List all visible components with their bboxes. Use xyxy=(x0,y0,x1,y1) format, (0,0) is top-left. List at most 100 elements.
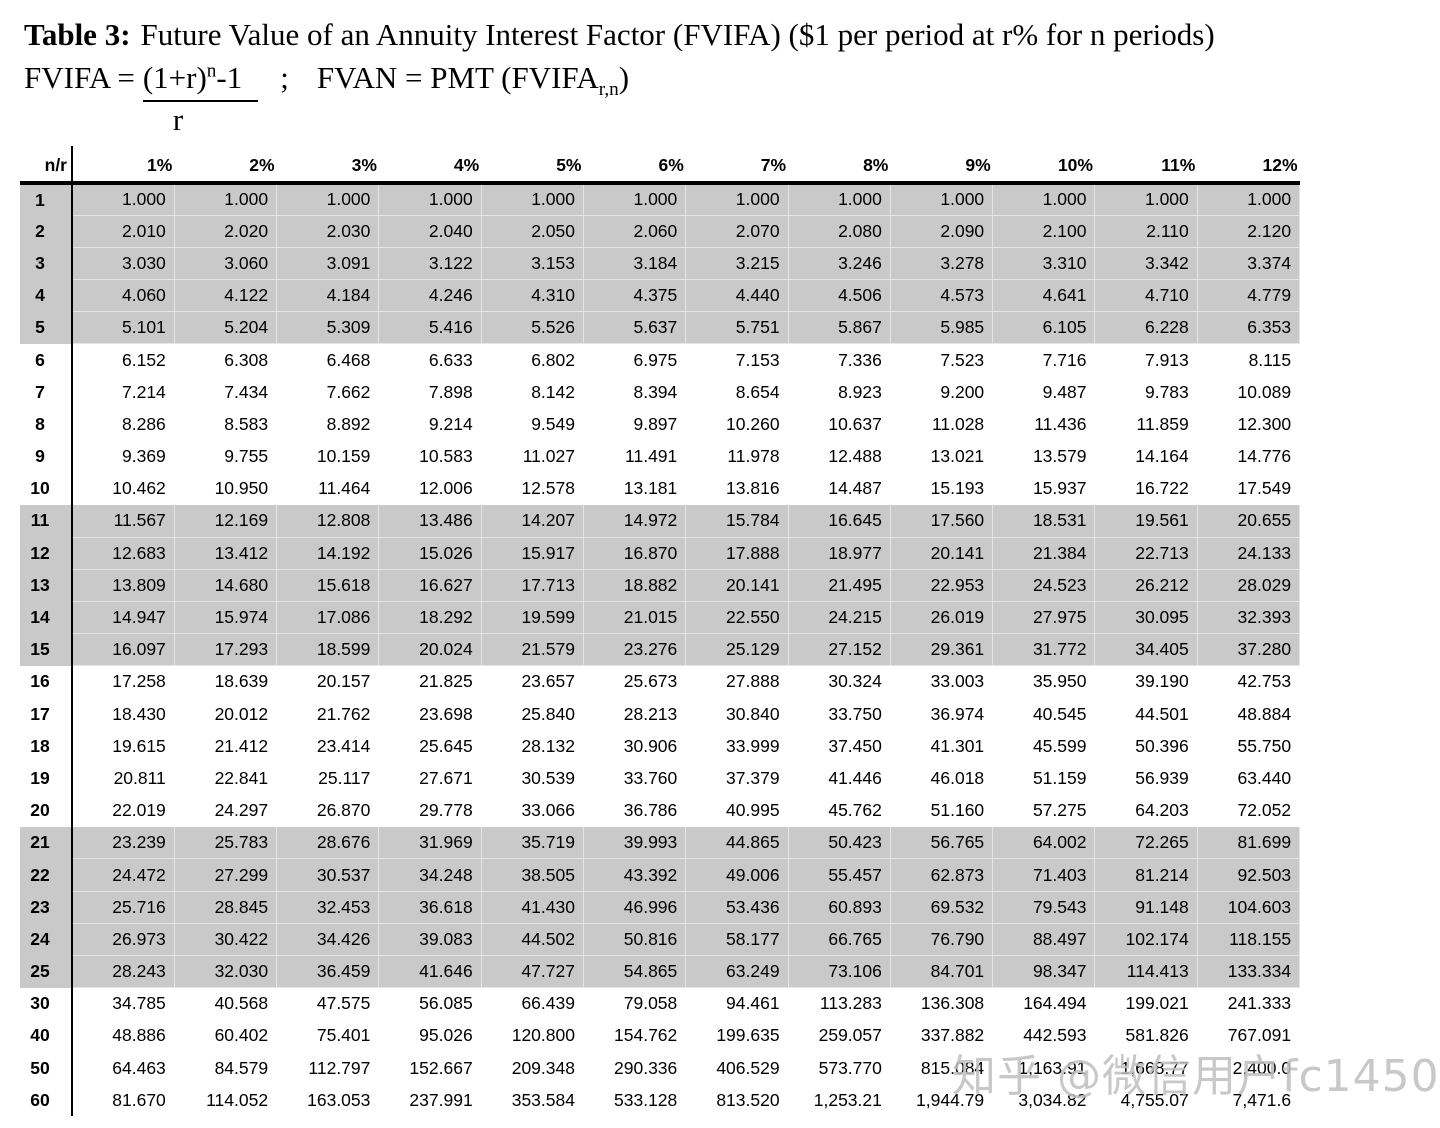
table-cell: 406.529 xyxy=(685,1051,789,1085)
row-header: 8 xyxy=(20,408,73,441)
column-header: 1% xyxy=(72,146,175,185)
formula: FVIFA = (1+r)n-1 r ; FVAN = PMT (FVIFAr,… xyxy=(24,59,1215,137)
table-row: 5 5.101 5.204 5.309 5.416 5.526 5.637 5.751 5.86… xyxy=(20,311,1301,344)
table-cell: 1,944.79 xyxy=(890,1083,994,1117)
table-cell: 32.030 xyxy=(174,954,278,988)
table-cell: 15.193 xyxy=(890,472,994,505)
table-cell: 20.024 xyxy=(378,633,482,666)
table-cell: 4.310 xyxy=(481,279,584,312)
table-cell: 2.100 xyxy=(992,214,1096,248)
table-cell: 8.286 xyxy=(72,407,175,441)
table-cell: 6.468 xyxy=(276,343,380,377)
table-cell: 31.969 xyxy=(378,826,482,859)
table-cell: 10.950 xyxy=(174,472,278,505)
table-cell: 16.870 xyxy=(583,536,687,570)
row-header: 17 xyxy=(20,698,73,731)
fraction-denominator: r xyxy=(172,101,184,137)
table-cell: 25.117 xyxy=(276,761,380,795)
table-cell: 15.784 xyxy=(685,504,789,538)
table-cell: 18.430 xyxy=(72,697,175,731)
table-cell: 15.917 xyxy=(481,536,584,570)
table-cell: 31.772 xyxy=(992,633,1096,666)
table-cell: 46.018 xyxy=(890,761,994,795)
table-cell: 33.999 xyxy=(685,729,789,763)
table-cell: 37.450 xyxy=(788,729,891,763)
table-row: 2 2.010 2.020 2.030 2.040 2.050 2.060 2.070 2.08… xyxy=(20,214,1301,248)
table-cell: 163.053 xyxy=(276,1083,380,1117)
table-cell: 9.897 xyxy=(583,407,687,441)
table-cell: 164.494 xyxy=(992,987,1096,1020)
table-row: 1 1.000 1.000 1.000 1.000 1.000 1.000 1.000 1.00… xyxy=(20,182,1301,216)
table-cell: 21.015 xyxy=(583,600,687,634)
table-cell: 72.052 xyxy=(1197,794,1301,827)
table-cell: 8.115 xyxy=(1197,343,1301,377)
table-cell: 2.050 xyxy=(481,214,584,248)
table-cell: 6.228 xyxy=(1094,311,1198,344)
table-cell: 34.426 xyxy=(276,922,380,956)
table-cell: 16.097 xyxy=(72,633,175,666)
table-cell: 1.000 xyxy=(378,182,482,216)
table-cell: 55.750 xyxy=(1197,729,1301,763)
table-cell: 39.993 xyxy=(583,826,687,859)
table-cell: 1.000 xyxy=(1094,182,1198,216)
table-cell: 2.040 xyxy=(378,214,482,248)
table-cell: 442.593 xyxy=(992,1019,1096,1053)
table-cell: 10.089 xyxy=(1197,375,1301,409)
table-cell: 25.645 xyxy=(378,729,482,763)
table-cell: 18.882 xyxy=(583,568,687,602)
table-cell: 24.297 xyxy=(174,794,278,827)
table-cell: 3.278 xyxy=(890,246,994,280)
table-cell: 30.906 xyxy=(583,729,687,763)
table-cell: 15.026 xyxy=(378,536,482,570)
table-cell: 2,400.0 xyxy=(1197,1051,1301,1085)
fvan-close: ) xyxy=(618,59,630,95)
table-cell: 3.374 xyxy=(1197,246,1301,280)
table-cell: 1,163.91 xyxy=(992,1051,1096,1085)
table-cell: 10.583 xyxy=(378,439,482,473)
table-cell: 14.487 xyxy=(788,472,891,505)
table-cell: 17.713 xyxy=(481,568,584,602)
table-row: 16 17.258 18.639 20.157 21.825 23.657 25.673 27… xyxy=(20,665,1301,698)
table-cell: 69.532 xyxy=(890,890,994,924)
table-cell: 55.457 xyxy=(788,858,891,892)
table-cell: 7.662 xyxy=(276,375,380,409)
table-cell: 27.888 xyxy=(685,665,789,698)
table-cell: 3.310 xyxy=(992,246,1096,280)
table-cell: 7.153 xyxy=(685,343,789,377)
table-cell: 47.727 xyxy=(481,954,584,988)
column-header: 6% xyxy=(583,146,686,185)
table-cell: 113.283 xyxy=(788,987,891,1020)
table-cell: 4.246 xyxy=(378,279,482,312)
table-cell: 133.334 xyxy=(1197,954,1301,988)
column-header: 5% xyxy=(481,146,584,185)
table-cell: 6.633 xyxy=(378,343,482,377)
column-header: 4% xyxy=(378,146,482,185)
table-cell: 136.308 xyxy=(890,987,994,1020)
row-header: 2 xyxy=(20,215,73,248)
table-cell: 76.790 xyxy=(890,922,994,956)
table-cell: 26.870 xyxy=(276,794,380,827)
table-cell: 23.276 xyxy=(583,633,687,666)
column-header: 11% xyxy=(1094,146,1198,185)
table-cell: 199.635 xyxy=(685,1019,789,1053)
row-header: 7 xyxy=(20,376,73,409)
table-cell: 21.412 xyxy=(174,729,278,763)
table-cell: 24.472 xyxy=(72,858,175,892)
table-cell: 12.006 xyxy=(378,472,482,505)
table-cell: 21.825 xyxy=(378,665,482,698)
table-cell: 23.414 xyxy=(276,729,380,763)
table-cell: 81.214 xyxy=(1094,858,1198,892)
table-row: 12 12.683 13.412 14.192 15.026 15.917 16.870 17… xyxy=(20,536,1301,570)
table-cell: 3.246 xyxy=(788,246,891,280)
column-header: 10% xyxy=(992,146,1095,185)
column-header: 7% xyxy=(685,146,789,185)
table-cell: 2.070 xyxy=(685,214,789,248)
table-cell: 26.973 xyxy=(72,922,175,956)
table-cell: 42.753 xyxy=(1197,665,1301,698)
table-cell: 36.786 xyxy=(583,794,687,827)
row-header: 23 xyxy=(20,891,73,924)
table-cell: 9.200 xyxy=(890,375,994,409)
table-cell: 241.333 xyxy=(1197,987,1301,1020)
row-header: 60 xyxy=(20,1084,73,1117)
